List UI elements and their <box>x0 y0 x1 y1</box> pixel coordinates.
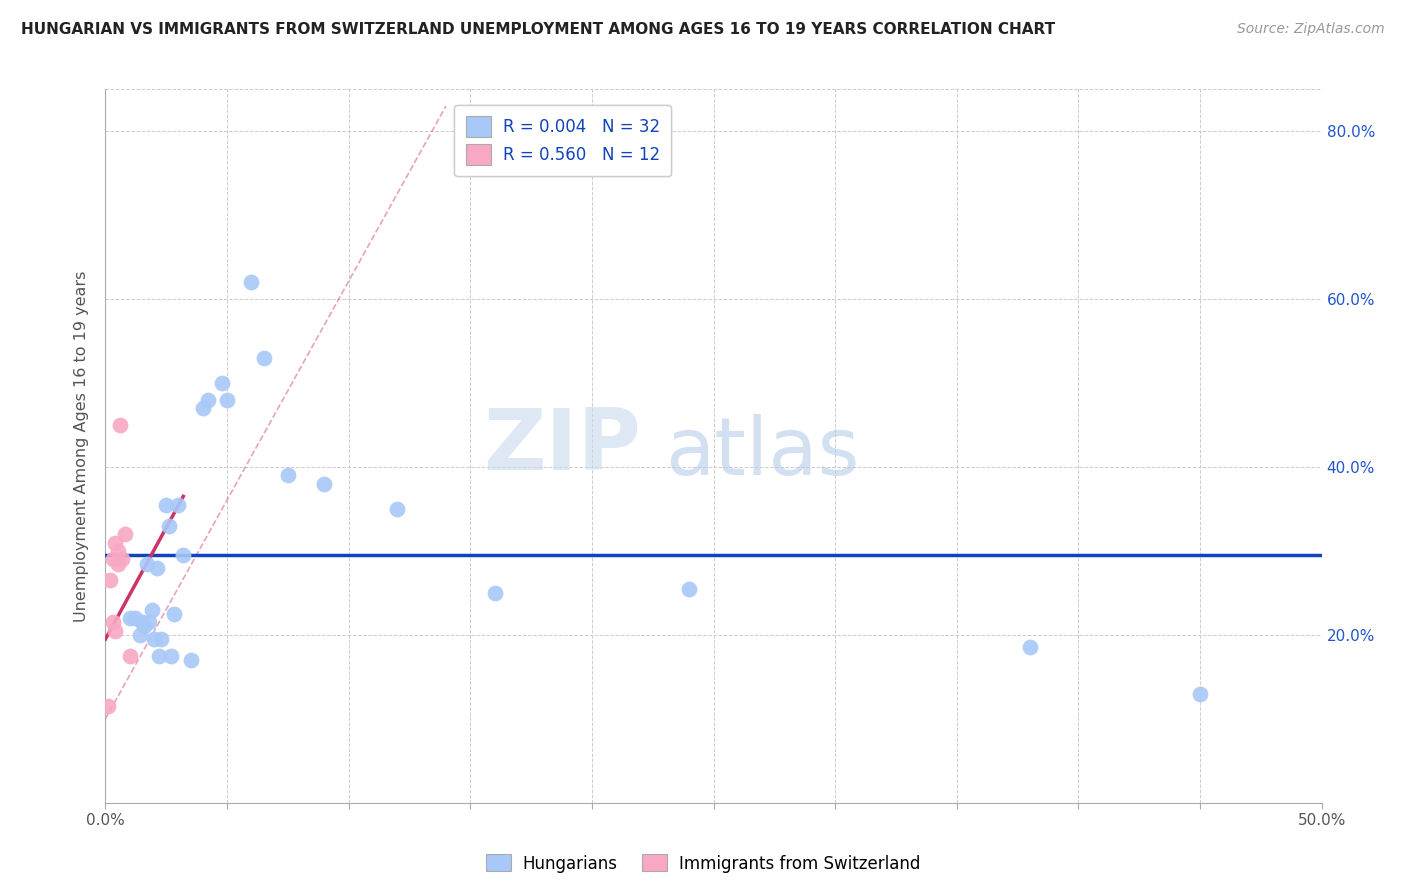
Point <box>167 498 190 512</box>
Point <box>128 628 150 642</box>
Point <box>217 392 239 407</box>
Point <box>277 468 299 483</box>
Point <box>162 607 184 621</box>
Point <box>1189 687 1212 701</box>
Point <box>98 574 121 588</box>
Point <box>134 619 156 633</box>
Point <box>240 275 263 289</box>
Point <box>141 603 163 617</box>
Point <box>101 615 124 630</box>
Point <box>160 648 183 663</box>
Point <box>150 632 173 646</box>
Point <box>101 552 124 566</box>
Point <box>107 544 129 558</box>
Point <box>678 582 700 596</box>
Point <box>124 611 146 625</box>
Point <box>1018 640 1040 655</box>
Point <box>211 376 233 390</box>
Point <box>314 476 336 491</box>
Point <box>197 392 219 407</box>
Legend: Hungarians, Immigrants from Switzerland: Hungarians, Immigrants from Switzerland <box>479 847 927 880</box>
Point <box>97 699 120 714</box>
Point <box>135 557 157 571</box>
Text: Source: ZipAtlas.com: Source: ZipAtlas.com <box>1237 22 1385 37</box>
Text: atlas: atlas <box>665 414 859 492</box>
Point <box>108 417 131 432</box>
Point <box>104 535 127 549</box>
Text: ZIP: ZIP <box>482 404 641 488</box>
Point <box>387 502 409 516</box>
Point <box>180 653 202 667</box>
Point <box>252 351 274 365</box>
Point <box>138 615 160 630</box>
Point <box>172 548 194 562</box>
Point <box>131 615 153 630</box>
Point <box>118 648 141 663</box>
Point <box>143 632 166 646</box>
Text: HUNGARIAN VS IMMIGRANTS FROM SWITZERLAND UNEMPLOYMENT AMONG AGES 16 TO 19 YEARS : HUNGARIAN VS IMMIGRANTS FROM SWITZERLAND… <box>21 22 1056 37</box>
Point <box>145 560 167 574</box>
Point <box>111 552 134 566</box>
Point <box>114 527 136 541</box>
Point <box>118 611 141 625</box>
Point <box>155 498 177 512</box>
Legend: R = 0.004   N = 32, R = 0.560   N = 12: R = 0.004 N = 32, R = 0.560 N = 12 <box>454 104 672 176</box>
Point <box>107 557 129 571</box>
Point <box>157 518 180 533</box>
Point <box>484 586 506 600</box>
Point <box>148 648 170 663</box>
Y-axis label: Unemployment Among Ages 16 to 19 years: Unemployment Among Ages 16 to 19 years <box>75 270 90 622</box>
Point <box>104 624 127 638</box>
Point <box>191 401 214 416</box>
